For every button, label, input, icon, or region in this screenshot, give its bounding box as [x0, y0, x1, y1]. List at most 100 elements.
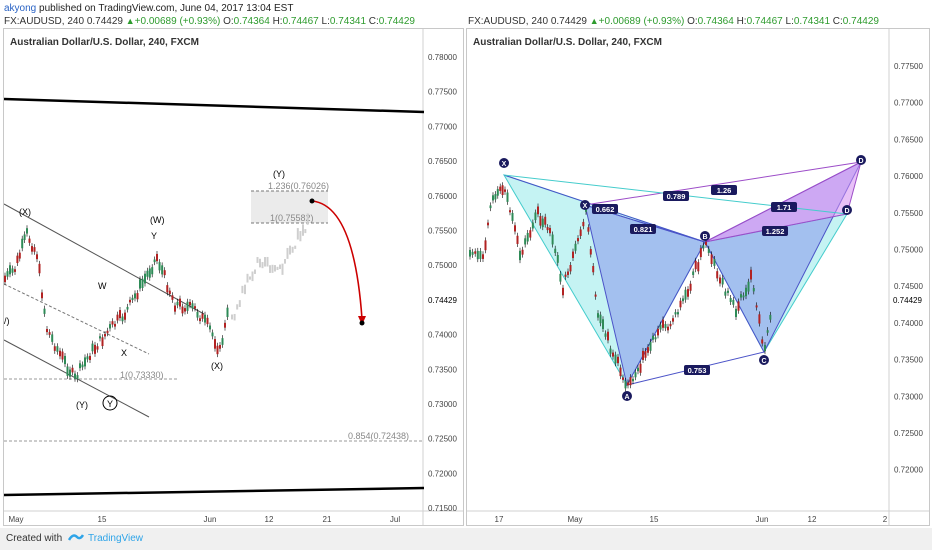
candle[interactable]: [534, 212, 537, 221]
candle[interactable]: [114, 323, 116, 327]
xd-line[interactable]: [584, 161, 862, 206]
price-axis[interactable]: 0.78000 0.77500 0.77000 0.76500 0.76000 0.755…: [428, 53, 457, 513]
candle[interactable]: [637, 367, 639, 372]
candle[interactable]: [69, 369, 71, 377]
ratio-badge[interactable]: [630, 224, 656, 234]
candle[interactable]: [144, 273, 146, 284]
candle[interactable]: [537, 206, 539, 215]
candle[interactable]: [579, 229, 582, 236]
candle[interactable]: [699, 248, 702, 258]
channel-upper[interactable]: [4, 203, 205, 315]
candle[interactable]: [51, 334, 54, 342]
candle[interactable]: [745, 287, 747, 297]
candle[interactable]: [489, 205, 492, 209]
candle[interactable]: [174, 305, 176, 312]
candle[interactable]: [750, 269, 752, 280]
candle[interactable]: [479, 251, 482, 259]
candle[interactable]: [48, 332, 51, 335]
candle[interactable]: [156, 253, 158, 262]
candle[interactable]: [484, 240, 487, 251]
candle[interactable]: [499, 186, 502, 191]
candle[interactable]: [587, 227, 590, 232]
candle[interactable]: [221, 338, 224, 345]
candle[interactable]: [539, 216, 542, 226]
candle[interactable]: [46, 328, 48, 333]
candle[interactable]: [682, 298, 684, 302]
candle[interactable]: [148, 268, 151, 278]
candle[interactable]: [617, 356, 619, 364]
candle[interactable]: [139, 279, 141, 289]
candle[interactable]: [647, 347, 649, 353]
candle[interactable]: [659, 324, 662, 330]
candle[interactable]: [710, 254, 713, 265]
candle[interactable]: [181, 306, 184, 314]
candle[interactable]: [602, 319, 604, 329]
candle[interactable]: [607, 331, 609, 341]
right-chart-panel[interactable]: Australian Dollar/U.S. Dollar, 240, FXCM…: [466, 28, 930, 526]
candle[interactable]: [494, 194, 497, 200]
pattern-point-marker[interactable]: [759, 355, 769, 365]
candle[interactable]: [161, 265, 164, 275]
candle[interactable]: [724, 291, 727, 296]
candle[interactable]: [134, 293, 136, 299]
candle[interactable]: [9, 265, 11, 275]
candle[interactable]: [589, 249, 592, 255]
candle[interactable]: [36, 254, 38, 260]
candle[interactable]: [101, 337, 104, 347]
candle[interactable]: [727, 290, 729, 293]
candle[interactable]: [99, 336, 101, 339]
candle[interactable]: [521, 249, 524, 255]
candle[interactable]: [644, 350, 647, 358]
candle[interactable]: [740, 294, 742, 298]
candle[interactable]: [564, 274, 567, 277]
candle[interactable]: [519, 250, 521, 261]
candle[interactable]: [574, 243, 577, 251]
candle[interactable]: [184, 308, 186, 312]
candle[interactable]: [592, 266, 595, 273]
candle[interactable]: [614, 354, 617, 364]
time-axis[interactable]: May 15 Jun 12 21 Jul: [8, 515, 400, 524]
candle[interactable]: [569, 265, 572, 272]
candle[interactable]: [492, 195, 494, 201]
candle[interactable]: [577, 238, 579, 242]
candle[interactable]: [171, 295, 174, 300]
candle[interactable]: [89, 355, 91, 361]
candle[interactable]: [64, 355, 66, 365]
candle[interactable]: [634, 372, 637, 378]
candle[interactable]: [74, 373, 76, 379]
projection-arrow[interactable]: [311, 200, 363, 320]
candle[interactable]: [639, 363, 642, 373]
candle[interactable]: [737, 301, 740, 311]
candle[interactable]: [28, 238, 31, 243]
symbol-name[interactable]: FX:AUDUSD, 240: [4, 16, 85, 27]
candle[interactable]: [106, 330, 109, 334]
candle[interactable]: [126, 306, 129, 310]
candle[interactable]: [654, 337, 657, 340]
candle[interactable]: [752, 288, 755, 292]
candle[interactable]: [694, 260, 697, 270]
candle[interactable]: [766, 330, 769, 333]
candle[interactable]: [38, 263, 41, 274]
candle[interactable]: [501, 185, 504, 196]
candle[interactable]: [747, 281, 750, 292]
candle[interactable]: [471, 251, 474, 255]
candle[interactable]: [594, 294, 597, 297]
candle[interactable]: [14, 269, 16, 272]
candle[interactable]: [91, 343, 94, 352]
candle[interactable]: [702, 245, 705, 249]
symbol-name[interactable]: FX:AUDUSD, 240: [468, 16, 549, 27]
candle[interactable]: [33, 247, 36, 252]
candle[interactable]: [624, 380, 627, 389]
candle[interactable]: [109, 324, 111, 329]
candle[interactable]: [53, 346, 56, 351]
candle[interactable]: [476, 250, 479, 260]
candle[interactable]: [56, 346, 59, 352]
candle[interactable]: [21, 238, 24, 249]
channel-mid[interactable]: [4, 283, 150, 355]
candle[interactable]: [572, 251, 574, 259]
candle[interactable]: [43, 308, 46, 314]
author-link[interactable]: akyong: [4, 3, 37, 14]
right-chart-canvas[interactable]: 0.77500 0.77000 0.76500 0.76000 0.75500 0.750…: [467, 29, 929, 525]
candle[interactable]: [163, 270, 166, 276]
candle[interactable]: [23, 234, 26, 240]
